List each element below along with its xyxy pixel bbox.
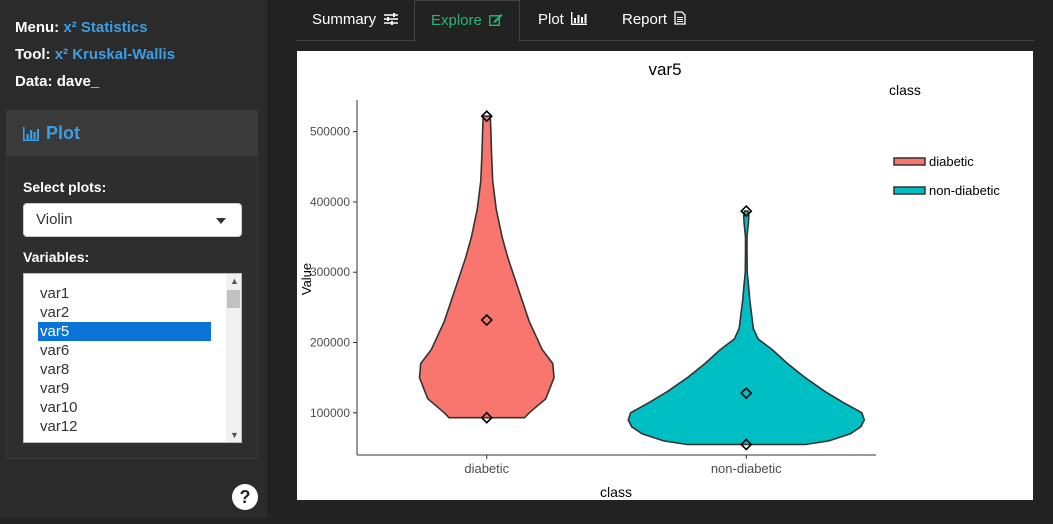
variable-option-selected[interactable]: var5	[38, 322, 211, 341]
variable-option[interactable]: var2	[40, 304, 70, 321]
variables-listbox[interactable]: var1 var2 var5 var6 var8 var9 var10 var1…	[23, 273, 242, 443]
tab-summary[interactable]: Summary	[296, 0, 414, 41]
data-label: Data:	[15, 73, 53, 90]
summary-point	[740, 387, 753, 400]
tab-plot[interactable]: Plot	[522, 0, 603, 41]
menu-label: Menu:	[15, 19, 60, 36]
tool-link[interactable]: x² Kruskal-Wallis	[54, 46, 176, 63]
y-axis-title: Value	[299, 263, 314, 295]
chart-title: var5	[648, 60, 681, 79]
bar-chart-icon	[571, 12, 588, 25]
data-value: dave_	[56, 73, 100, 90]
variable-option[interactable]: var12	[40, 418, 78, 435]
listbox-scrollbar[interactable]: ▲ ▼	[226, 274, 241, 442]
scroll-down-icon[interactable]: ▼	[230, 430, 239, 440]
summary-point	[740, 204, 753, 218]
legend-key-non-diabetic	[893, 186, 926, 195]
variable-option[interactable]: var9	[40, 380, 70, 397]
data-line: Data: dave_	[15, 73, 99, 90]
sidebar: Menu: x² Statistics Tool: x² Kruskal-Wal…	[0, 0, 267, 518]
x-axis-title: class	[600, 484, 632, 500]
tool-line: Tool: x² Kruskal-Wallis	[15, 46, 175, 63]
y-tick-label: 200000	[310, 336, 350, 350]
plot-panel-header: Plot	[7, 111, 257, 156]
variable-option[interactable]: var10	[40, 399, 78, 416]
summary-point	[740, 438, 753, 451]
tab-bar: Summary Explore Plot Report	[296, 0, 1034, 42]
tab-explore[interactable]: Explore	[414, 0, 521, 42]
plot-type-select[interactable]: Violin	[23, 203, 242, 237]
violin-diabetic	[418, 115, 555, 419]
menu-line: Menu: x² Statistics	[15, 19, 148, 36]
y-tick-label: 100000	[310, 406, 350, 420]
summary-point	[480, 411, 493, 424]
scrollbar-thumb[interactable]	[227, 290, 240, 308]
variable-option[interactable]: var8	[40, 361, 70, 378]
chart-svg: var5 100000 200000 300000 400000 500000 diab…	[299, 60, 1000, 500]
tab-plot-label: Plot	[538, 11, 564, 28]
tab-summary-label: Summary	[312, 11, 377, 28]
tool-label: Tool:	[15, 46, 51, 63]
legend-label: non-diabetic	[929, 183, 1000, 198]
variables-label: Variables:	[23, 249, 90, 265]
y-tick-label: 400000	[310, 195, 350, 209]
menu-link[interactable]: x² Statistics	[63, 19, 148, 36]
x-tick-label: diabetic	[464, 461, 509, 476]
legend-title: class	[889, 82, 921, 98]
x-tick-label: non-diabetic	[711, 461, 782, 476]
legend-key-diabetic	[893, 157, 926, 166]
summary-point	[480, 110, 493, 123]
plot-type-value: Violin	[36, 211, 73, 228]
plot-panel: Plot Select plots: Violin Variables: var…	[6, 110, 258, 459]
summary-point	[480, 313, 493, 327]
bar-chart-icon	[23, 126, 39, 141]
plot-panel-title: Plot	[46, 123, 80, 143]
scroll-up-icon[interactable]: ▲	[230, 276, 239, 286]
variable-option[interactable]: var6	[40, 342, 70, 359]
violin-plot: var5 100000 200000 300000 400000 500000 diab…	[297, 51, 1033, 500]
select-plots-label: Select plots:	[23, 179, 107, 195]
y-tick-label: 500000	[310, 125, 350, 139]
edit-icon	[489, 14, 503, 26]
tab-report[interactable]: Report	[606, 0, 702, 41]
caret-down-icon	[216, 218, 226, 224]
legend-label: diabetic	[929, 154, 974, 169]
tab-report-label: Report	[622, 11, 668, 28]
y-tick-label: 300000	[310, 265, 350, 279]
file-icon	[674, 11, 686, 25]
sliders-icon	[384, 13, 399, 25]
help-button[interactable]: ?	[232, 484, 258, 510]
tab-explore-label: Explore	[431, 12, 482, 29]
violin-non-diabetic	[627, 210, 866, 446]
variable-option[interactable]: var1	[40, 285, 70, 302]
